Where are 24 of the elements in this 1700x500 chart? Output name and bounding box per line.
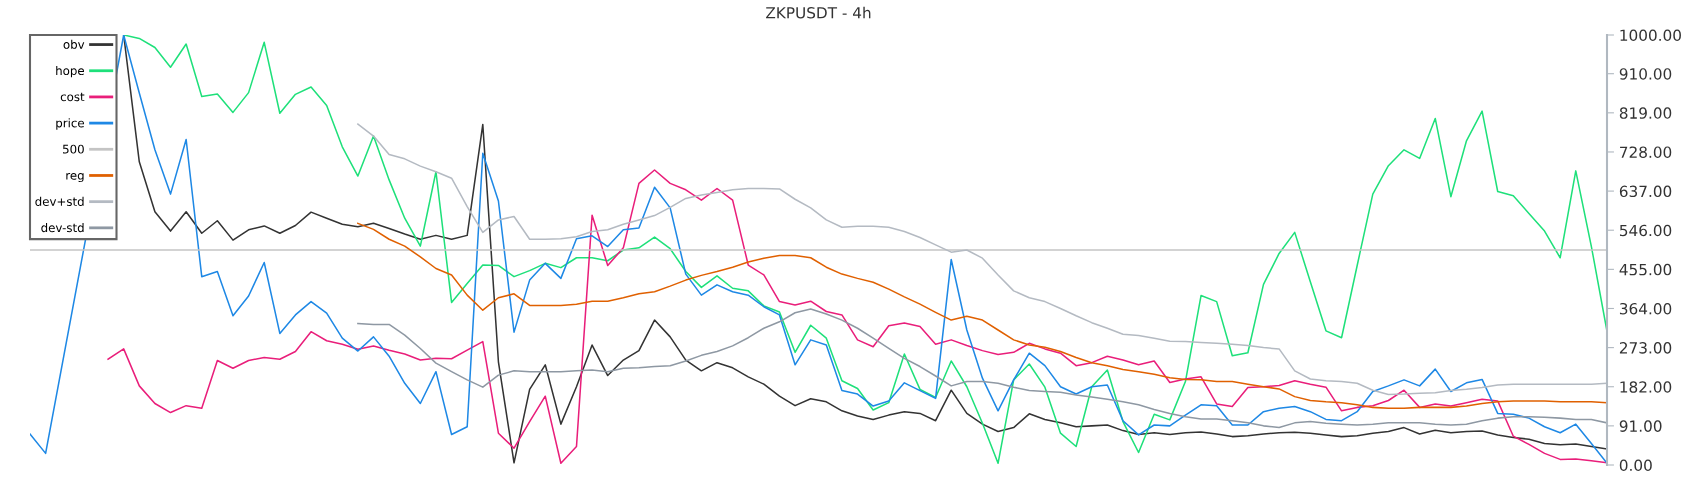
- y-tick-label: 91.00: [1619, 420, 1662, 432]
- line-series: [357, 308, 1607, 429]
- legend-label: dev+std: [35, 196, 84, 206]
- y-tick-label: 546.00: [1619, 224, 1672, 237]
- y-tick-label: 0.00: [1619, 459, 1652, 472]
- line-series: [357, 222, 1607, 410]
- y-tick-label: 910.00: [1619, 68, 1672, 80]
- y-tick-label: 182.00: [1620, 381, 1672, 393]
- y-tick-label: 455.00: [1619, 263, 1672, 276]
- legend-label: cost: [60, 92, 85, 102]
- y-tick-label: 364.00: [1619, 302, 1672, 315]
- legend-label: price: [56, 118, 84, 130]
- chart-title: ZKPUSDT - 4h: [766, 6, 871, 19]
- y-tick-label: 1000.00: [1620, 29, 1681, 42]
- legend-label: 500: [63, 144, 84, 154]
- line-series: [107, 169, 1607, 465]
- y-tick-label: 273.00: [1619, 342, 1672, 354]
- legend-label: obv: [63, 39, 85, 49]
- y-tick-label: 819.00: [1619, 107, 1672, 119]
- legend-label: reg: [66, 172, 84, 183]
- y-tick-label: 637.00: [1619, 185, 1672, 198]
- legend-label: hope: [56, 65, 84, 78]
- y-tick-label: 728.00: [1620, 146, 1672, 158]
- legend-label: dev-std: [41, 223, 84, 233]
